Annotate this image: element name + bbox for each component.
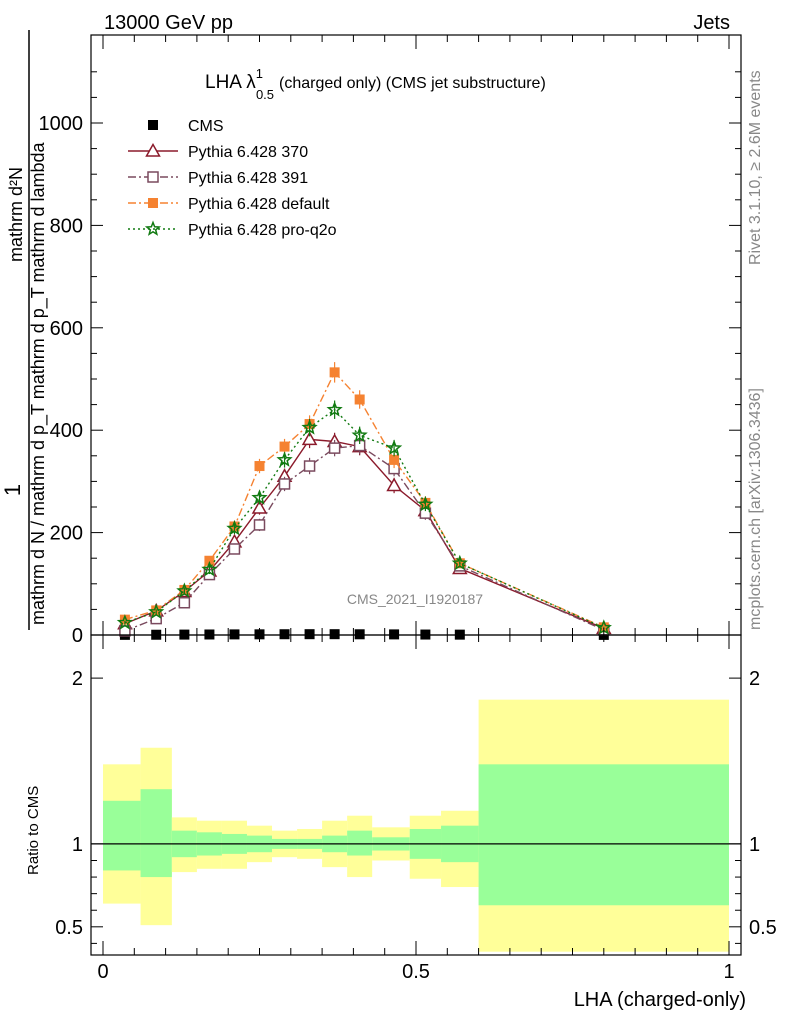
ylabel-numerator: 1 (0, 484, 25, 496)
main-ytick-label: 800 (50, 215, 83, 237)
point-pq2o-7 (301, 419, 318, 435)
legend-label-p370: Pythia 6.428 370 (188, 144, 308, 161)
xlabel: LHA (charged-only) (574, 989, 746, 1011)
main-ytick-label: 200 (50, 523, 83, 545)
point-p391-5 (253, 519, 266, 531)
ratio-xtick-label: 0 (97, 961, 108, 983)
point-pq2o-5 (251, 489, 268, 505)
ratio-ylabel: Ratio to CMS (25, 786, 42, 875)
point-pq2o-11 (417, 495, 434, 512)
point-p391-6 (278, 478, 291, 490)
point-pdefault-5 (254, 461, 265, 472)
point-cms-4 (229, 629, 240, 640)
main-ytick-label: 1000 (39, 113, 84, 135)
process-label: Jets (693, 12, 730, 34)
legend-marker-pq2o (144, 220, 162, 236)
ylabel-top: mathrm d²N (6, 167, 26, 262)
point-pq2o-12 (451, 554, 468, 571)
point-pdefault-10 (389, 454, 400, 465)
ratio-xtick-label: 1 (723, 961, 734, 983)
point-pdefault-3 (204, 555, 215, 566)
point-p370-5 (251, 499, 268, 514)
main-ytick-label: 0 (72, 625, 83, 647)
chart-title: LHA λ1 0.5(charged only) (CMS jet substru… (205, 66, 546, 102)
ylabel-denominator: mathrm d N / mathrm d p_T mathrm d p_T m… (28, 142, 49, 625)
legend-marker-p370 (145, 142, 161, 157)
mcplots-label: mcplots.cern.ch [arXiv:1306.3436] (747, 388, 764, 630)
point-pq2o-8 (326, 401, 343, 417)
main-data (116, 362, 612, 640)
point-pdefault-8 (329, 367, 340, 378)
point-pq2o-4 (226, 519, 243, 536)
legend-label-cms: CMS (188, 118, 224, 135)
point-pdefault-9 (354, 394, 365, 405)
legend-item-pdefault: Pythia 6.428 default (128, 196, 330, 213)
main-ytick-label: 400 (50, 420, 83, 442)
point-p391-2 (178, 596, 191, 609)
legend-item-p370: Pythia 6.428 370 (128, 142, 308, 161)
legend-label-pq2o: Pythia 6.428 pro-q2o (188, 222, 337, 239)
point-p391-7 (303, 460, 316, 472)
point-cms-10 (389, 629, 400, 640)
ratio-ytick-label-left: 1 (72, 834, 83, 856)
legend-item-pq2o: Pythia 6.428 pro-q2o (128, 220, 337, 239)
point-pq2o-2 (176, 582, 193, 598)
point-pdefault-0 (119, 614, 130, 625)
ratio-ytick-label-right: 1 (749, 834, 760, 856)
point-p370-10 (386, 477, 402, 492)
point-pdefault-6 (279, 441, 290, 452)
ratio-ytick-label-right: 2 (749, 668, 760, 690)
legend-label-p391: Pythia 6.428 391 (188, 170, 308, 187)
point-cms-7 (304, 629, 315, 640)
legend-item-p391: Pythia 6.428 391 (128, 170, 308, 187)
ratio-xtick-label: 0.5 (402, 961, 430, 983)
ratio-band-inner-0 (103, 800, 141, 871)
ratio-band-inner-9 (347, 830, 373, 856)
series-line-pdefault (124, 371, 605, 628)
legend: CMS Pythia 6.428 370 Pythia 6.428 391 Pythi… (128, 118, 337, 239)
point-p370-7 (301, 431, 318, 446)
axes: 0 200 400 600 800 1000 0 0.5 1 0.5 0.5 1 1 2 2 (39, 34, 777, 983)
ratio-ytick-label-left: 0.5 (55, 917, 83, 939)
point-pq2o-3 (201, 560, 218, 577)
legend-marker-cms (148, 120, 158, 130)
legend-label-pdefault: Pythia 6.428 default (188, 196, 330, 213)
point-cms-8 (329, 629, 340, 640)
point-pq2o-0 (116, 614, 134, 630)
ratio-ytick-label-right: 0.5 (749, 917, 777, 939)
point-p391-8 (328, 442, 341, 454)
point-pq2o-10 (385, 439, 403, 456)
point-pq2o-1 (148, 603, 165, 619)
ratio-band-inner-1 (140, 789, 172, 878)
legend-item-cms: CMS (148, 118, 224, 135)
ratio-bands (91, 699, 741, 952)
energy-label: 13000 GeV pp (104, 12, 233, 34)
series-pq2o (116, 400, 612, 635)
point-cms-6 (279, 629, 290, 640)
rivet-label: Rivet 3.1.10, ≥ 2.6M events (747, 70, 764, 265)
point-pq2o-6 (276, 451, 293, 467)
point-p391-4 (228, 543, 241, 555)
point-pq2o-9 (351, 426, 368, 443)
ratio-band-inner-13 (478, 764, 729, 906)
legend-marker-pdefault (148, 198, 158, 208)
main-ytick-label: 600 (50, 318, 83, 340)
series-line-p391 (124, 444, 605, 632)
ratio-ytick-label-left: 2 (72, 668, 83, 690)
legend-marker-p391 (147, 171, 159, 183)
watermark: CMS_2021_I1920187 (347, 591, 483, 607)
point-cms-9 (354, 629, 365, 640)
